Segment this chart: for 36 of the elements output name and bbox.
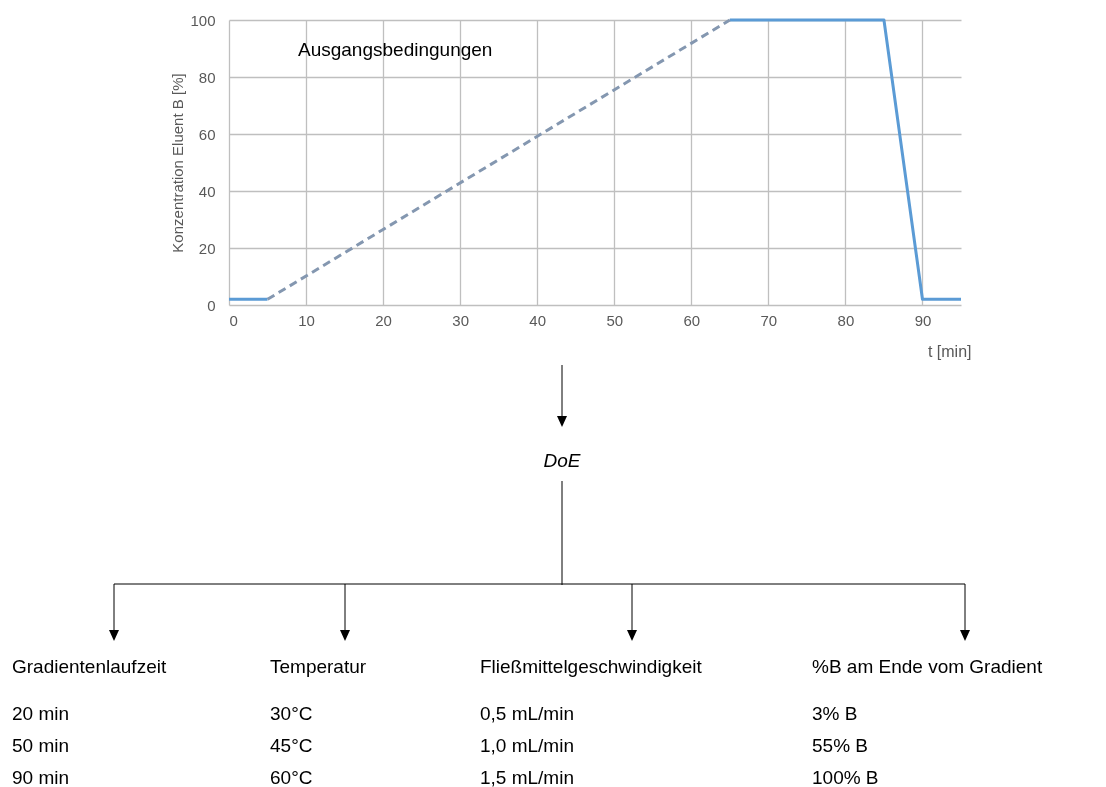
x-tick-label: 40 xyxy=(529,311,547,329)
text: 50 min xyxy=(12,735,70,756)
text: 1,0 mL/min xyxy=(480,735,574,756)
text: 3% B xyxy=(812,703,858,724)
text: 45°C xyxy=(270,735,313,756)
text: Fließmittelgeschwindigkeit xyxy=(480,656,702,677)
y-tick-label: 80 xyxy=(198,68,216,86)
text: 90 min xyxy=(12,767,70,787)
text: DoE xyxy=(543,450,581,471)
x-tick-label: 90 xyxy=(914,311,932,329)
y-tick-label: 100 xyxy=(190,11,216,29)
x-tick-label: 70 xyxy=(760,311,778,329)
text: 100% B xyxy=(812,767,879,787)
text: 20 min xyxy=(12,703,70,724)
x-tick-label: 20 xyxy=(375,311,392,329)
text: 55% B xyxy=(812,735,868,756)
y-tick-label: 60 xyxy=(198,125,216,143)
text: 0,5 mL/min xyxy=(480,703,574,724)
x-tick-label: 50 xyxy=(606,311,624,329)
y-axis-title: Konzentration Eluent B [%] xyxy=(169,73,187,253)
x-axis-title: t [min] xyxy=(927,342,972,360)
text: 1,5 mL/min xyxy=(480,767,574,787)
x-tick-label: 80 xyxy=(837,311,855,329)
y-tick-label: 40 xyxy=(198,182,216,200)
text: Temperatur xyxy=(270,656,367,677)
text: Gradientenlaufzeit xyxy=(12,656,167,677)
annotation: Ausgangsbedingungen xyxy=(298,39,493,60)
text: 30°C xyxy=(270,703,313,724)
x-tick-label: 60 xyxy=(683,311,701,329)
y-tick-label: 0 xyxy=(207,296,216,314)
x-tick-label: 0 xyxy=(229,311,238,329)
x-tick-label: 30 xyxy=(452,311,469,329)
text: %B am Ende vom Gradient xyxy=(812,656,1043,677)
y-tick-label: 20 xyxy=(198,239,216,257)
x-tick-label: 10 xyxy=(298,311,315,329)
text: 60°C xyxy=(270,767,313,787)
